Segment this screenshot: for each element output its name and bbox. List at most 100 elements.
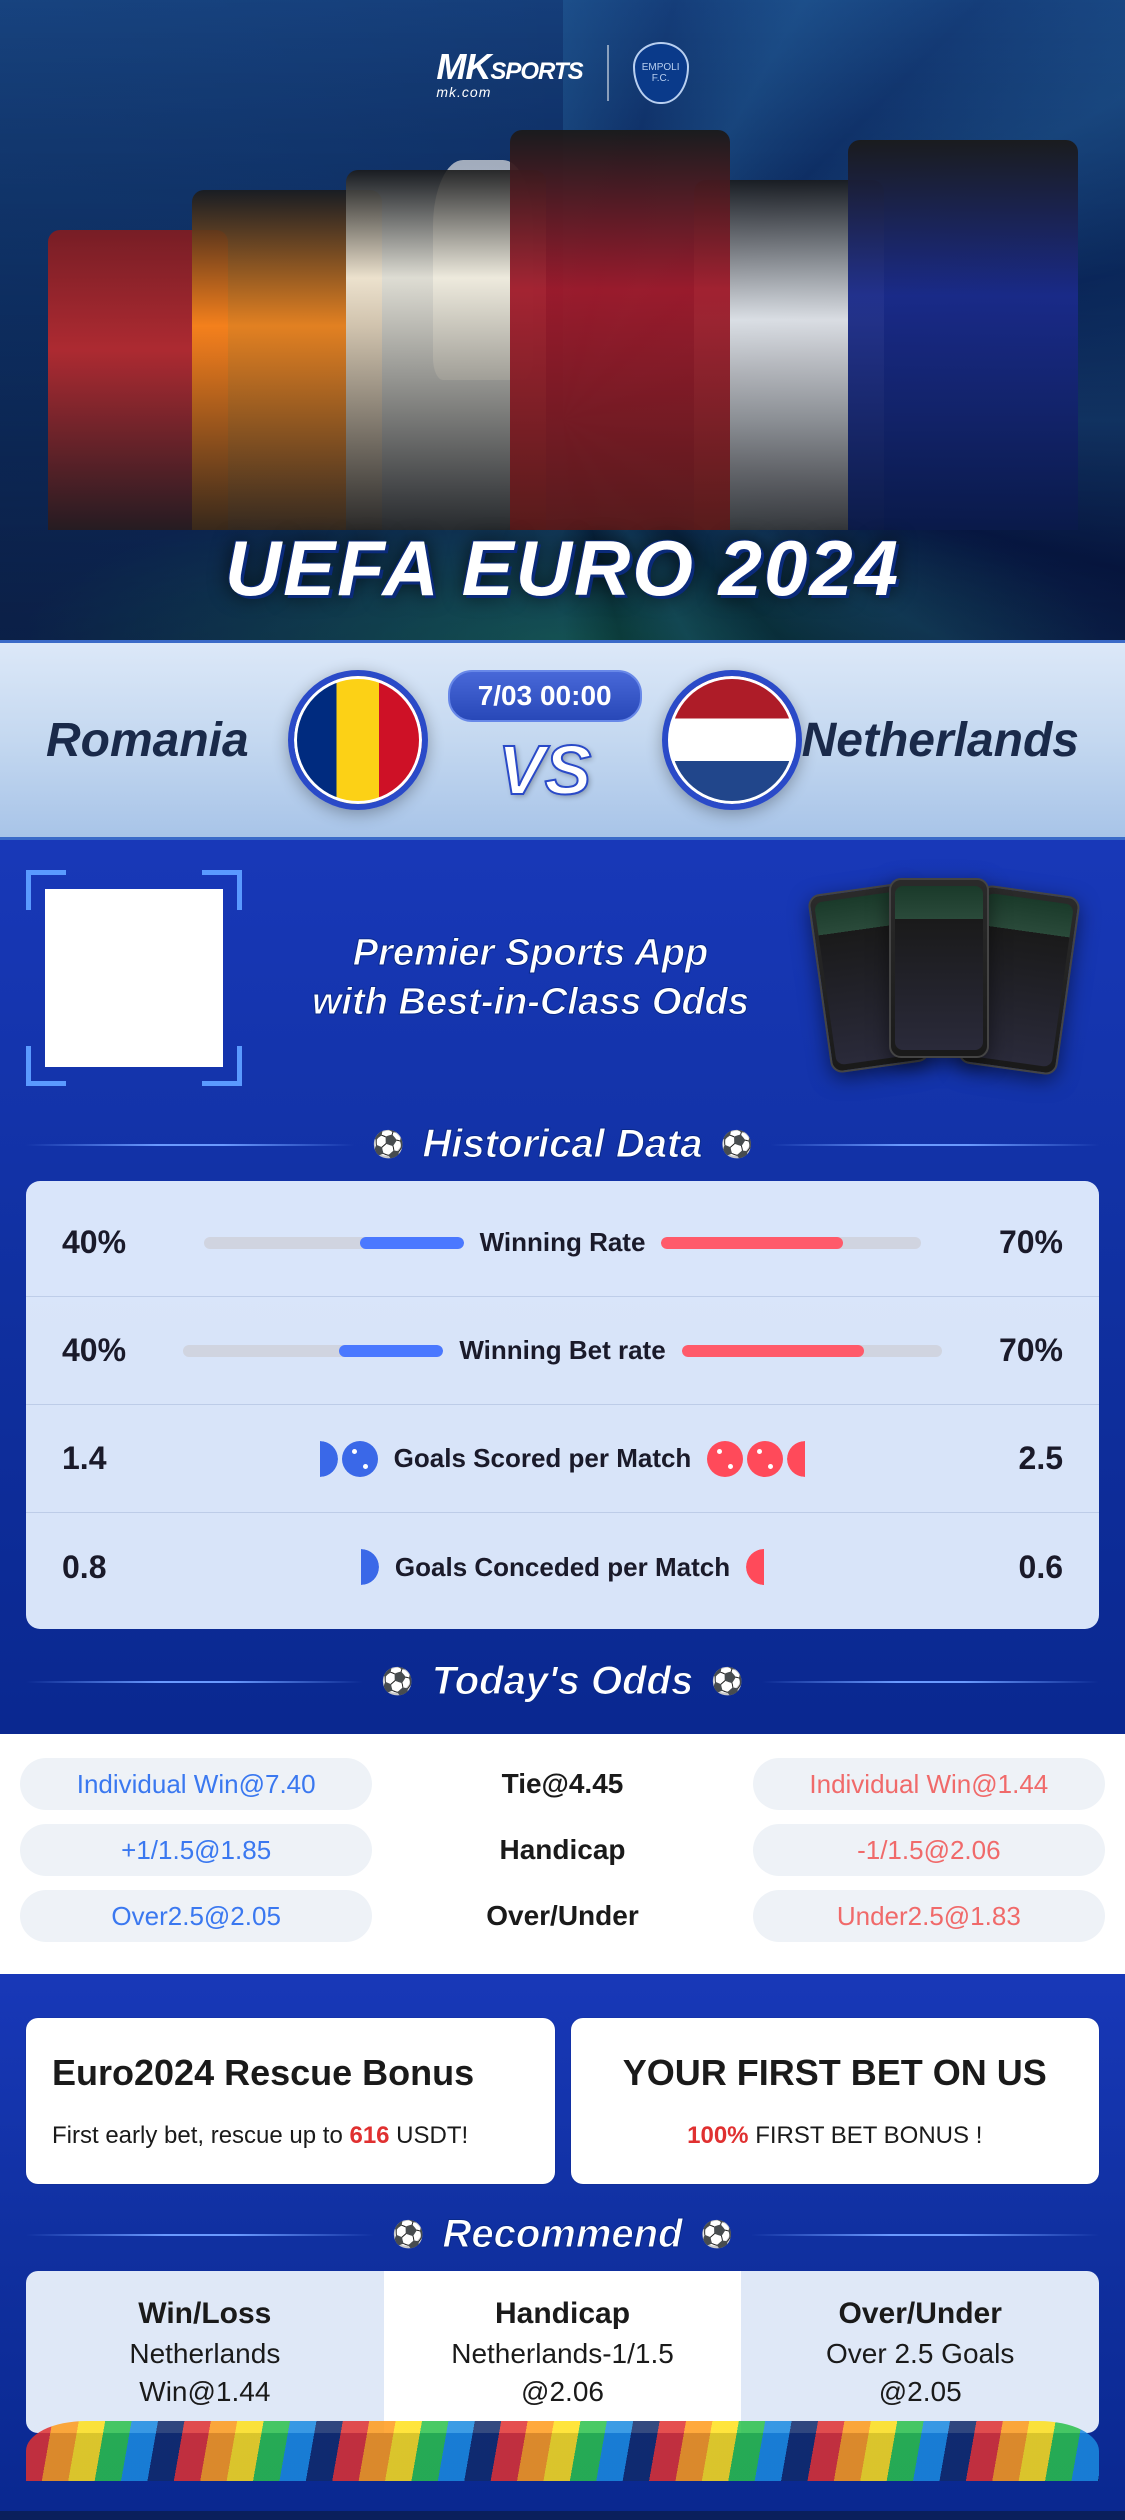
hist-row: 0.8 Goals Conceded per Match 0.6 xyxy=(26,1513,1099,1621)
brand-logo[interactable]: MKSPORTS mk.com xyxy=(436,46,582,100)
hist-label: Goals Conceded per Match xyxy=(395,1552,730,1583)
odds-header: ⚽ Today's Odds ⚽ xyxy=(26,1659,1099,1704)
odds-title: Today's Odds xyxy=(432,1659,693,1704)
vs-text: VS xyxy=(498,730,591,810)
recommend-header: ⚽ Recommend ⚽ xyxy=(26,2212,1099,2257)
qr-corner xyxy=(26,1046,66,1086)
odds-left[interactable]: Individual Win@7.40 xyxy=(20,1758,372,1810)
hero-banner: MKSPORTS mk.com EMPOLI F.C. UEFA EURO 20… xyxy=(0,0,1125,640)
ball-icon xyxy=(342,1441,378,1477)
rec-head: Handicap xyxy=(394,2297,732,2331)
ball-half-icon xyxy=(746,1549,782,1585)
vs-center: 7/03 00:00 VS xyxy=(288,670,802,810)
logo-divider xyxy=(607,45,609,101)
rec-line2: @2.05 xyxy=(751,2373,1089,2411)
header-line xyxy=(771,1144,1099,1146)
player-silhouette xyxy=(510,130,730,530)
club-name: EMPOLI F.C. xyxy=(635,62,687,84)
header-line xyxy=(762,1681,1099,1683)
hist-right-value: 0.6 xyxy=(973,1549,1063,1586)
logo-row: MKSPORTS mk.com EMPOLI F.C. xyxy=(436,42,688,104)
header-line xyxy=(26,1144,354,1146)
team-right-label: Netherlands xyxy=(802,713,1125,768)
rec-line1: Over 2.5 Goals xyxy=(751,2335,1089,2373)
recommend-panel: Win/Loss Netherlands Win@1.44Handicap Ne… xyxy=(26,2271,1099,2433)
hist-left-value: 0.8 xyxy=(62,1549,152,1586)
flag-left xyxy=(288,670,428,810)
bonus-title: YOUR FIRST BET ON US xyxy=(597,2052,1074,2094)
hist-row: 40% Winning Rate 70% xyxy=(26,1189,1099,1297)
hist-right-balls xyxy=(707,1441,823,1477)
match-datetime: 7/03 00:00 xyxy=(448,670,642,722)
historical-title: Historical Data xyxy=(422,1122,702,1167)
hero-title: UEFA EURO 2024 xyxy=(225,523,900,614)
rec-head: Over/Under xyxy=(751,2297,1089,2331)
promo-row: Premier Sports App with Best-in-Class Od… xyxy=(26,870,1099,1086)
qr-corner xyxy=(202,1046,242,1086)
hist-left-value: 40% xyxy=(62,1332,152,1369)
content-lower: Euro2024 Rescue Bonus First early bet, r… xyxy=(0,1974,1125,2511)
rec-line2: @2.06 xyxy=(394,2373,732,2411)
odds-left[interactable]: +1/1.5@1.85 xyxy=(20,1824,372,1876)
recommend-col[interactable]: Win/Loss Netherlands Win@1.44 xyxy=(26,2271,384,2433)
ball-half-icon xyxy=(302,1441,338,1477)
qr-placeholder xyxy=(45,889,223,1067)
hist-right-value: 70% xyxy=(973,1332,1063,1369)
soccer-ball-icon: ⚽ xyxy=(381,1666,413,1697)
recommend-title: Recommend xyxy=(442,2212,682,2257)
recommend-col[interactable]: Over/Under Over 2.5 Goals @2.05 xyxy=(741,2271,1099,2433)
soccer-ball-icon: ⚽ xyxy=(721,1129,753,1160)
hist-label: Goals Scored per Match xyxy=(394,1443,692,1474)
promo-text: Premier Sports App with Best-in-Class Od… xyxy=(272,929,789,1028)
odds-mid: Tie@4.45 xyxy=(386,1758,738,1810)
odds-panel: Individual Win@7.40 Tie@4.45 Individual … xyxy=(0,1734,1125,1974)
odds-mid: Over/Under xyxy=(386,1890,738,1942)
rec-head: Win/Loss xyxy=(36,2297,374,2331)
header-line xyxy=(26,2234,374,2236)
recommend-col[interactable]: Handicap Netherlands-1/1.5 @2.06 xyxy=(384,2271,742,2433)
hist-row: 40% Winning Bet rate 70% xyxy=(26,1297,1099,1405)
odds-row: Over2.5@2.05 Over/Under Under2.5@1.83 xyxy=(20,1890,1105,1942)
hist-left-balls xyxy=(302,1441,378,1477)
odds-mid: Handicap xyxy=(386,1824,738,1876)
soccer-ball-icon: ⚽ xyxy=(711,1666,743,1697)
club-badge: EMPOLI F.C. xyxy=(633,42,689,104)
odds-right[interactable]: Individual Win@1.44 xyxy=(753,1758,1105,1810)
soccer-ball-icon: ⚽ xyxy=(701,2219,733,2250)
qr-corner xyxy=(26,870,66,910)
flag-right xyxy=(662,670,802,810)
hist-label: Winning Bet rate xyxy=(459,1335,665,1366)
hist-right-value: 2.5 xyxy=(973,1440,1063,1477)
brand-site: mk.com xyxy=(436,84,582,100)
content: Premier Sports App with Best-in-Class Od… xyxy=(0,840,1125,1734)
ball-icon xyxy=(747,1441,783,1477)
hist-right-bar xyxy=(661,1237,921,1249)
ball-half-icon xyxy=(787,1441,823,1477)
bonus-title: Euro2024 Rescue Bonus xyxy=(52,2052,529,2094)
odds-left[interactable]: Over2.5@2.05 xyxy=(20,1890,372,1942)
qr-code[interactable] xyxy=(26,870,242,1086)
match-bar: Romania 7/03 00:00 VS Netherlands xyxy=(0,640,1125,840)
odds-right[interactable]: -1/1.5@2.06 xyxy=(753,1824,1105,1876)
rec-line2: Win@1.44 xyxy=(36,2373,374,2411)
promo-line2: with Best-in-Class Odds xyxy=(272,978,789,1027)
soccer-ball-icon: ⚽ xyxy=(372,1129,404,1160)
phone-mockup xyxy=(889,878,989,1058)
ball-icon xyxy=(707,1441,743,1477)
hist-right-bar xyxy=(682,1345,942,1357)
rec-line1: Netherlands xyxy=(36,2335,374,2373)
app-screenshots xyxy=(819,878,1099,1078)
bonus-sub: First early bet, rescue up to 616 USDT! xyxy=(52,2122,529,2150)
bonus-card[interactable]: YOUR FIRST BET ON US 100% FIRST BET BONU… xyxy=(571,2018,1100,2184)
header-line xyxy=(751,2234,1099,2236)
hist-left-bar xyxy=(204,1237,464,1249)
players-illustration xyxy=(0,110,1125,530)
odds-right[interactable]: Under2.5@1.83 xyxy=(753,1890,1105,1942)
odds-row: +1/1.5@1.85 Handicap -1/1.5@2.06 xyxy=(20,1824,1105,1876)
hist-right-balls xyxy=(746,1549,782,1585)
bonus-card[interactable]: Euro2024 Rescue Bonus First early bet, r… xyxy=(26,2018,555,2184)
bonus-row: Euro2024 Rescue Bonus First early bet, r… xyxy=(26,2018,1099,2184)
bonus-sub: 100% FIRST BET BONUS ! xyxy=(597,2122,1074,2150)
promo-line1: Premier Sports App xyxy=(272,929,789,978)
rec-line1: Netherlands-1/1.5 xyxy=(394,2335,732,2373)
